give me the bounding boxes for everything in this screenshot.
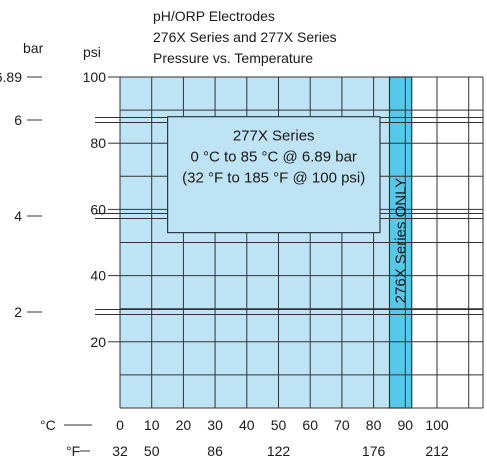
x-axis-labels: 0 10 20 30 40 50 60 70 80 90 100 32 50 86 122 176 212 [112,417,449,459]
psi-tick-label: 80 [90,135,106,151]
celsius-tick-label: 60 [302,417,318,433]
bar-tick-label: 6.89 [0,69,22,85]
fahrenheit-tick-label: 212 [425,443,449,459]
psi-tick-label: 100 [83,69,107,85]
annotation-line-277x: (32 °F to 185 °F @ 100 psi) [182,170,365,187]
annotation-276x: 276X Series ONLY [393,178,410,304]
celsius-tick-label: 100 [425,417,449,433]
region-annotations: 277X Series 0 °C to 85 °C @ 6.89 bar (32 °… [167,116,410,304]
celsius-tick-label: 70 [334,417,350,433]
celsius-tick-label: 10 [144,417,160,433]
annotation-line-277x: 277X Series [233,128,315,145]
title-line-1: pH/ORP Electrodes [153,8,275,24]
celsius-tick-label: 0 [116,417,124,433]
fahrenheit-tick-label: 122 [267,443,291,459]
bar-unit-label: bar [23,40,44,56]
psi-tick-label: 60 [90,201,106,217]
title-line-2: 276X Series and 277X Series [153,29,337,45]
celsius-unit-label: °C [40,417,56,433]
celsius-tick-label: 80 [366,417,382,433]
annotation-line-277x: 0 °C to 85 °C @ 6.89 bar [190,149,356,166]
fahrenheit-tick-label: 32 [112,443,128,459]
fahrenheit-tick-label: 176 [362,443,386,459]
celsius-tick-label: 30 [207,417,223,433]
celsius-tick-label: 40 [239,417,255,433]
y-axis-labels: 2 4 6 6.89 20 40 60 80 100 [0,69,120,350]
fahrenheit-tick-label: 86 [207,443,223,459]
bar-tick-label: 6 [14,112,22,128]
psi-unit-label: psi [83,44,101,60]
celsius-tick-label: 50 [271,417,287,433]
psi-tick-label: 40 [90,268,106,284]
bar-tick-label: 4 [14,208,22,224]
psi-tick-label: 20 [90,334,106,350]
celsius-tick-label: 90 [398,417,414,433]
title-line-3: Pressure vs. Temperature [153,50,313,66]
chart-title: pH/ORP Electrodes 276X Series and 277X S… [153,8,337,66]
annotation-box-277x [167,116,381,234]
bar-tick-label: 2 [14,304,22,320]
fahrenheit-unit-label: °F [66,443,80,459]
celsius-tick-label: 20 [176,417,192,433]
fahrenheit-tick-label: 50 [144,443,160,459]
